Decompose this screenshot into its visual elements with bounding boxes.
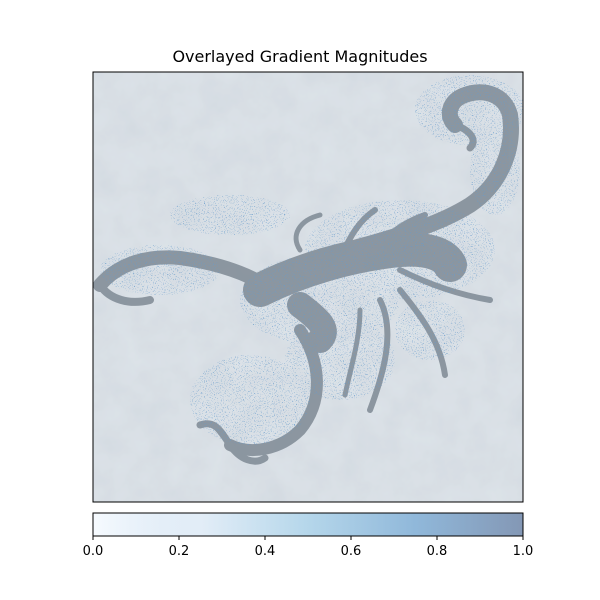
- colorbar-tick-label: 0.2: [169, 544, 190, 559]
- colorbar-ticks: 0.0 0.2 0.4 0.6 0.8 1.0: [83, 536, 534, 559]
- colorbar-tick-label: 1.0: [513, 544, 534, 559]
- colorbar-tick-label: 0.0: [83, 544, 104, 559]
- colorbar-gradient: [92, 512, 524, 537]
- colorbar-tick-label: 0.4: [255, 544, 276, 559]
- colorbar: 0.0 0.2 0.4 0.6 0.8 1.0: [83, 512, 534, 559]
- heatmap-image: [93, 72, 523, 502]
- chart-title: Overlayed Gradient Magnitudes: [172, 47, 428, 66]
- colorbar-tick-label: 0.6: [341, 544, 362, 559]
- colorbar-tick-label: 0.8: [427, 544, 448, 559]
- image-frame: [92, 71, 524, 503]
